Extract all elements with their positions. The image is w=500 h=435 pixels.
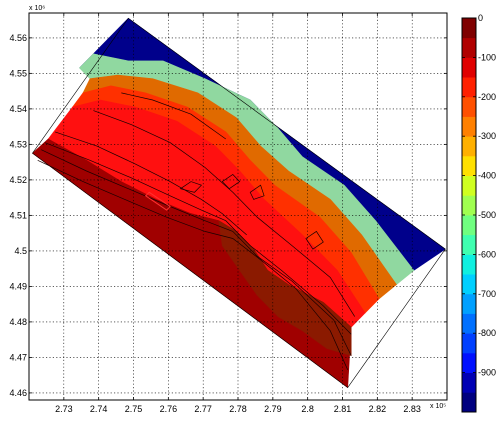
colorbar-segment — [462, 293, 476, 314]
colorbar-segment — [462, 175, 476, 196]
contour-lines — [37, 92, 355, 370]
contour-loop — [249, 184, 265, 200]
x-tick-label: 2.81 — [334, 404, 352, 414]
colorbar-segment — [462, 155, 476, 176]
colorbar-segment — [462, 57, 476, 78]
colorbar-tick-label: -300 — [478, 131, 496, 141]
x-tick-label: 2.83 — [403, 404, 421, 414]
contour-loop — [305, 230, 324, 250]
colorbar-segment — [462, 333, 476, 354]
x-tick-label: 2.82 — [369, 404, 387, 414]
colorbar-tick-label: -700 — [478, 289, 496, 299]
map-layer — [32, 17, 446, 389]
y-tick-label: 4.51 — [9, 210, 27, 220]
colorbar-tick-label: -200 — [478, 92, 496, 102]
x-tick-label: 2.76 — [160, 404, 178, 414]
colorbar-segment — [462, 215, 476, 236]
colorbar-segment — [462, 116, 476, 137]
contour-loop — [179, 181, 203, 193]
colorbar-tick-label: -900 — [478, 368, 496, 378]
contour-line — [41, 149, 352, 356]
contour-line — [121, 92, 227, 140]
y-tick-label: 4.46 — [9, 388, 27, 398]
y-axis-ticks: 4.46 4.47 4.48 4.49 4.5 4.51 4.52 4.53 4.54 4.55 4… — [9, 33, 447, 398]
x-tick-label: 2.8 — [301, 404, 314, 414]
colorbar-segment — [462, 392, 476, 413]
x-tick-label: 2.74 — [90, 404, 108, 414]
contour-line — [54, 131, 247, 236]
colorbar-segment — [462, 136, 476, 157]
colorbar-segment — [462, 37, 476, 58]
annotation-layer — [144, 191, 171, 211]
contour-line — [37, 159, 349, 370]
colorbar-segment — [462, 352, 476, 373]
colorbar-tick-label: 0 — [478, 13, 483, 23]
contour-line — [93, 110, 355, 317]
y-tick-label: 4.52 — [9, 175, 27, 185]
x-tick-label: 2.77 — [194, 404, 212, 414]
colorbar-tick-label: -500 — [478, 210, 496, 220]
x-tick-label: 2.78 — [229, 404, 247, 414]
y-tick-label: 4.54 — [9, 104, 27, 114]
colorbar-segment — [462, 313, 476, 334]
colorbar-segment — [462, 18, 476, 39]
x-axis-ticks: 2.73 2.74 2.75 2.76 2.77 2.78 2.79 2.8 2.81 2.82 2… — [55, 13, 421, 414]
contour-loop — [221, 174, 241, 190]
y-exponent-label: x 10⁶ — [29, 5, 45, 12]
y-tick-label: 4.47 — [9, 352, 27, 362]
colorbar-segment — [462, 274, 476, 295]
colorbar-segment — [462, 195, 476, 216]
y-tick-label: 4.56 — [9, 33, 27, 43]
colorbar-tick-label: -600 — [478, 249, 496, 259]
colorbar-segment — [462, 254, 476, 275]
y-tick-label: 4.49 — [9, 281, 27, 291]
x-exponent-label: x 10⁵ — [430, 403, 446, 410]
colorbar-segment — [462, 96, 476, 117]
domain-outline — [32, 17, 446, 389]
y-tick-label: 4.48 — [9, 317, 27, 327]
y-tick-label: 4.5 — [14, 246, 27, 256]
y-tick-label: 4.55 — [9, 68, 27, 78]
x-tick-label: 2.73 — [55, 404, 73, 414]
colorbar-tick-label: -400 — [478, 171, 496, 181]
colorbar-tick-label: -800 — [478, 328, 496, 338]
y-tick-label: 4.53 — [9, 139, 27, 149]
colorbar-ticks: 0 -100 -200 -300 -400 -500 -600 -700 -800 -900 — [462, 13, 496, 378]
annotation-box — [144, 191, 171, 211]
colorbar — [462, 18, 476, 413]
colorbar-segment — [462, 77, 476, 98]
contour-line — [44, 142, 352, 335]
x-tick-label: 2.75 — [125, 404, 143, 414]
colorbar-segment — [462, 234, 476, 255]
colorbar-segment — [462, 372, 476, 393]
x-tick-label: 2.79 — [264, 404, 282, 414]
colorbar-tick-label: -100 — [478, 52, 496, 62]
